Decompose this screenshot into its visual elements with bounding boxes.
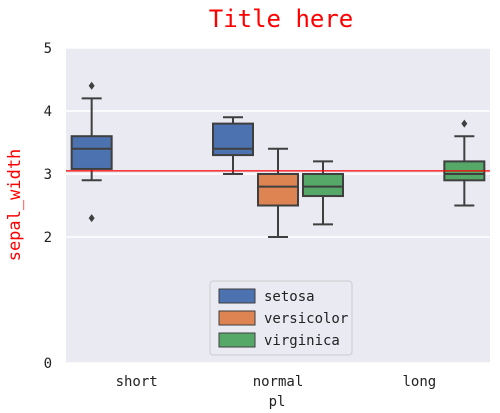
y-tick-label: 5 — [44, 41, 52, 57]
box-setosa-short — [70, 81, 113, 223]
outlier-point — [88, 81, 95, 90]
box-versicolor-normal — [257, 147, 299, 238]
outlier-point — [88, 214, 95, 223]
x-tick-label: long — [402, 374, 436, 390]
legend-label-virginica: virginica — [264, 333, 340, 349]
box-body — [212, 122, 254, 157]
outlier-point — [461, 119, 468, 128]
box-virginica-normal — [302, 160, 344, 226]
y-tick-label: 0 — [44, 356, 52, 372]
legend-label-versicolor: versicolor — [264, 311, 348, 327]
y-tick-labels: 0 2 3 4 5 — [44, 41, 52, 372]
y-tick-label: 2 — [44, 230, 52, 246]
box-setosa-normal — [212, 116, 254, 175]
legend: setosa versicolor virginica — [209, 280, 353, 356]
y-axis-label: sepal_width — [5, 149, 25, 262]
x-tick-labels: short normal long — [116, 374, 437, 390]
x-axis-label: pl — [269, 394, 286, 410]
box-body — [70, 135, 113, 170]
chart-title: Title here — [209, 5, 354, 33]
y-tick-label: 3 — [44, 167, 52, 183]
box-body — [257, 173, 299, 207]
legend-label-setosa: setosa — [264, 289, 315, 305]
x-tick-label: normal — [253, 374, 304, 390]
y-tick-label: 4 — [44, 104, 52, 120]
legend-swatch-virginica — [218, 332, 256, 348]
x-tick-label: short — [116, 374, 158, 390]
box-series — [70, 81, 486, 238]
legend-swatch-setosa — [218, 288, 256, 304]
legend-swatch-versicolor — [218, 310, 256, 326]
box-body — [302, 173, 344, 198]
